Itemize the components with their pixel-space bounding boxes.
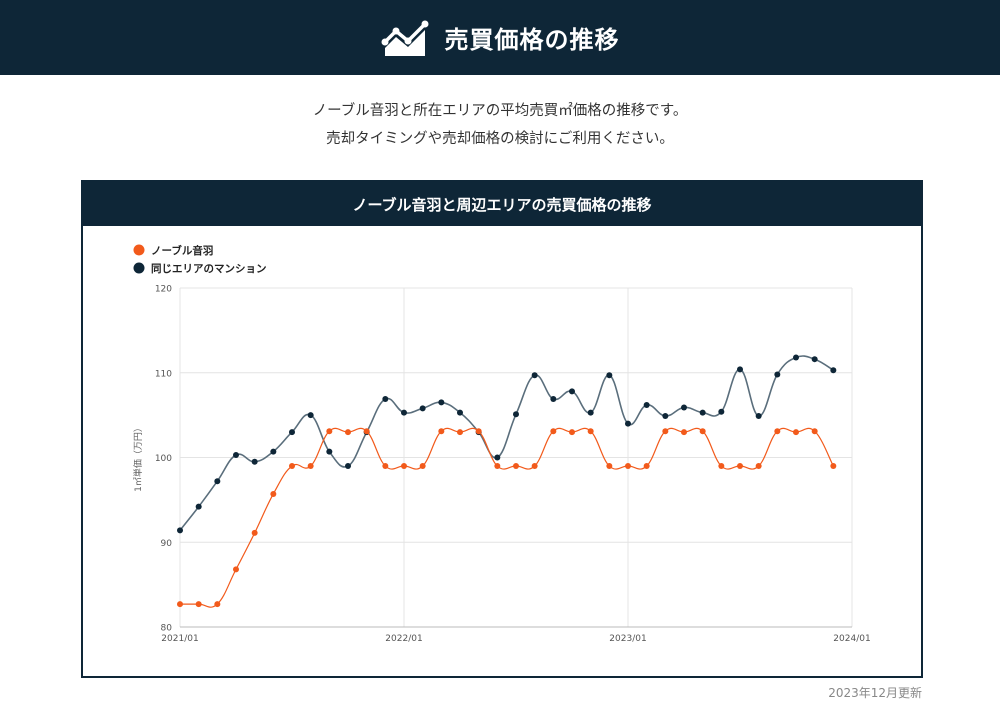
data-point-noble [401, 462, 407, 469]
data-point-noble [494, 462, 501, 469]
data-point-area [811, 356, 818, 363]
y-tick-label: 120 [155, 285, 172, 295]
data-point-area [214, 478, 221, 485]
data-point-area [718, 408, 725, 415]
data-point-area [774, 371, 781, 378]
legend-swatch [133, 244, 145, 256]
data-point-noble [531, 462, 538, 469]
data-point-noble [550, 428, 557, 435]
data-point-noble [326, 428, 333, 435]
series-line-noble [179, 427, 834, 608]
data-point-noble [289, 462, 295, 469]
data-point-noble [625, 462, 631, 469]
data-point-noble [587, 428, 594, 435]
data-point-area [793, 354, 799, 361]
x-tick-label: 2023/01 [609, 634, 646, 644]
data-point-noble [214, 601, 221, 608]
data-point-noble [699, 428, 706, 435]
data-point-area [569, 388, 575, 395]
data-point-area [457, 409, 463, 416]
x-tick-label: 2024/01 [833, 634, 870, 644]
intro-line-2: 売却タイミングや売却価格の検討にご利用ください。 [326, 131, 674, 147]
data-point-area [270, 448, 277, 455]
data-point-noble [737, 462, 743, 469]
data-point-area [195, 503, 202, 510]
legend-swatch [133, 262, 145, 274]
data-point-noble [475, 428, 482, 435]
data-point-area [550, 396, 557, 403]
updated-date: 2023年12月更新 [828, 686, 922, 700]
data-point-noble [345, 429, 351, 436]
data-point-area [830, 367, 837, 374]
data-point-noble [793, 429, 799, 436]
header-banner: 売買価格の推移 [0, 0, 1000, 75]
y-tick-label: 110 [155, 369, 172, 379]
data-point-noble [643, 462, 650, 469]
data-point-area [662, 412, 669, 419]
chart-trend-icon [381, 20, 428, 56]
legend-label: 同じエリアのマンション [151, 263, 267, 275]
data-point-area [419, 405, 426, 412]
intro-text: ノーブル音羽と所在エリアの平均売買㎡価格の推移です。 売却タイミングや売却価格の… [0, 97, 1000, 153]
data-point-noble [513, 462, 519, 469]
data-point-noble [718, 462, 725, 469]
data-point-noble [251, 529, 258, 536]
data-point-noble [270, 490, 277, 497]
data-point-area [289, 429, 295, 436]
data-point-noble [662, 428, 669, 435]
x-tick-label: 2022/01 [385, 634, 422, 644]
intro-line-1: ノーブル音羽と所在エリアの平均売買㎡価格の推移です。 [312, 103, 688, 119]
data-point-area [177, 527, 183, 534]
data-point-area [251, 458, 258, 465]
data-point-area [531, 372, 538, 379]
data-point-area [606, 372, 613, 379]
series-line-area [179, 355, 834, 531]
data-point-area [587, 409, 594, 416]
chart-card: ノーブル音羽と周辺エリアの売買価格の推移 80 90 100 110 120 2021/0… [81, 180, 923, 678]
data-point-noble [363, 428, 370, 435]
data-point-noble [569, 429, 575, 436]
data-point-noble [681, 429, 687, 436]
data-point-area [699, 409, 706, 416]
data-point-noble [457, 429, 463, 436]
price-trend-chart: 80 90 100 110 120 2021/01 2022/01 2023/01 2024/0… [132, 244, 871, 644]
data-point-area [345, 462, 351, 469]
data-point-area [438, 399, 445, 406]
data-point-noble [419, 462, 426, 469]
data-point-noble [382, 462, 389, 469]
data-point-noble [438, 428, 445, 435]
page-title: 売買価格の推移 [444, 26, 620, 54]
data-point-noble [755, 462, 762, 469]
data-point-area [737, 366, 743, 373]
data-point-noble [233, 566, 239, 573]
data-point-area [233, 451, 239, 458]
legend-label: ノーブル音羽 [151, 244, 213, 257]
y-tick-label: 90 [161, 539, 173, 549]
data-point-noble [811, 428, 818, 435]
data-point-area [625, 420, 631, 427]
data-point-area [382, 396, 389, 403]
data-point-noble [774, 428, 781, 435]
data-point-noble [307, 462, 314, 469]
data-point-area [307, 412, 314, 419]
x-tick-label: 2021/01 [161, 634, 198, 644]
data-point-area [401, 409, 407, 416]
data-point-area [681, 404, 687, 411]
data-point-noble [177, 601, 183, 608]
y-tick-label: 100 [155, 454, 172, 464]
y-tick-label: 80 [161, 624, 173, 634]
y-axis-label: 1㎡単価（万円） [132, 423, 144, 492]
data-point-noble [830, 462, 837, 469]
data-point-area [494, 454, 501, 461]
data-point-noble [195, 601, 202, 608]
chart-title: ノーブル音羽と周辺エリアの売買価格の推移 [83, 182, 921, 226]
data-point-area [755, 412, 762, 419]
data-point-area [643, 401, 650, 408]
data-point-area [513, 411, 519, 418]
data-point-noble [606, 462, 613, 469]
data-point-area [326, 448, 333, 455]
